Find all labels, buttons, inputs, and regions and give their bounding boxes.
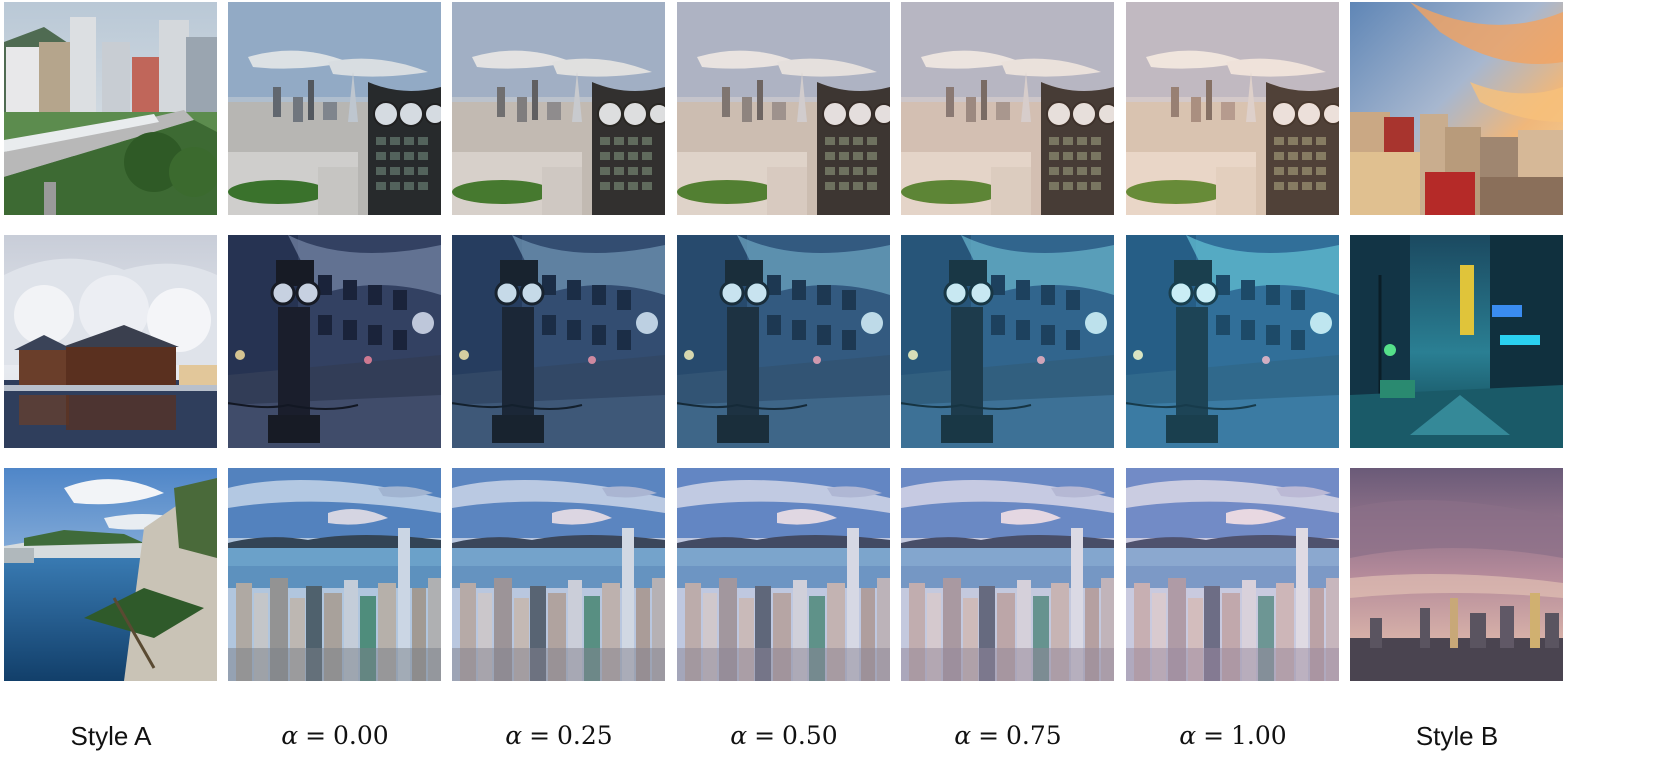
result-image-row2-alpha1 <box>452 235 665 448</box>
stylized-scene <box>452 2 665 215</box>
label-alpha-2: α = 0.50 <box>730 721 838 750</box>
result-image-row1-alpha0 <box>228 2 441 215</box>
result-image-row1-alpha1 <box>452 2 665 215</box>
result-image-row2-alpha0 <box>228 235 441 448</box>
result-image-row1-alpha2 <box>677 2 890 215</box>
stylized-scene <box>901 468 1114 681</box>
label-style-b: Style B <box>1415 721 1499 751</box>
label-style-a: Style A <box>70 721 152 751</box>
result-image-row2-alpha2 <box>677 235 890 448</box>
result-image-row2-alpha3 <box>901 235 1114 448</box>
label-alpha-0: α = 0.00 <box>281 721 389 750</box>
style-a-image-row1 <box>4 2 217 215</box>
result-image-row3-alpha2 <box>677 468 890 681</box>
stylized-scene <box>1126 2 1339 215</box>
stylized-scene <box>901 2 1114 215</box>
stylized-scene <box>677 235 890 448</box>
stylized-scene <box>228 468 441 681</box>
label-alpha-4: α = 1.00 <box>1179 721 1287 750</box>
result-image-row3-alpha4 <box>1126 468 1339 681</box>
result-image-row2-alpha4 <box>1126 235 1339 448</box>
result-image-row3-alpha0 <box>228 468 441 681</box>
label-alpha-3: α = 0.75 <box>954 721 1062 750</box>
result-image-row1-alpha4 <box>1126 2 1339 215</box>
stylized-scene <box>677 468 890 681</box>
result-image-row3-alpha1 <box>452 468 665 681</box>
style-b-image-row1 <box>1350 2 1563 215</box>
style-a-image-row3 <box>4 468 217 681</box>
stylized-scene <box>228 2 441 215</box>
stylized-scene <box>1126 468 1339 681</box>
stylized-scene <box>677 2 890 215</box>
style-a-image-row2 <box>4 235 217 448</box>
label-alpha-1: α = 0.25 <box>505 721 613 750</box>
style-b-image-row2 <box>1350 235 1563 448</box>
stylized-scene <box>452 468 665 681</box>
stylized-scene <box>901 235 1114 448</box>
stylized-scene <box>228 235 441 448</box>
stylized-scene <box>452 235 665 448</box>
stylized-scene <box>1126 235 1339 448</box>
result-image-row3-alpha3 <box>901 468 1114 681</box>
style-b-image-row3 <box>1350 468 1563 681</box>
result-image-row1-alpha3 <box>901 2 1114 215</box>
